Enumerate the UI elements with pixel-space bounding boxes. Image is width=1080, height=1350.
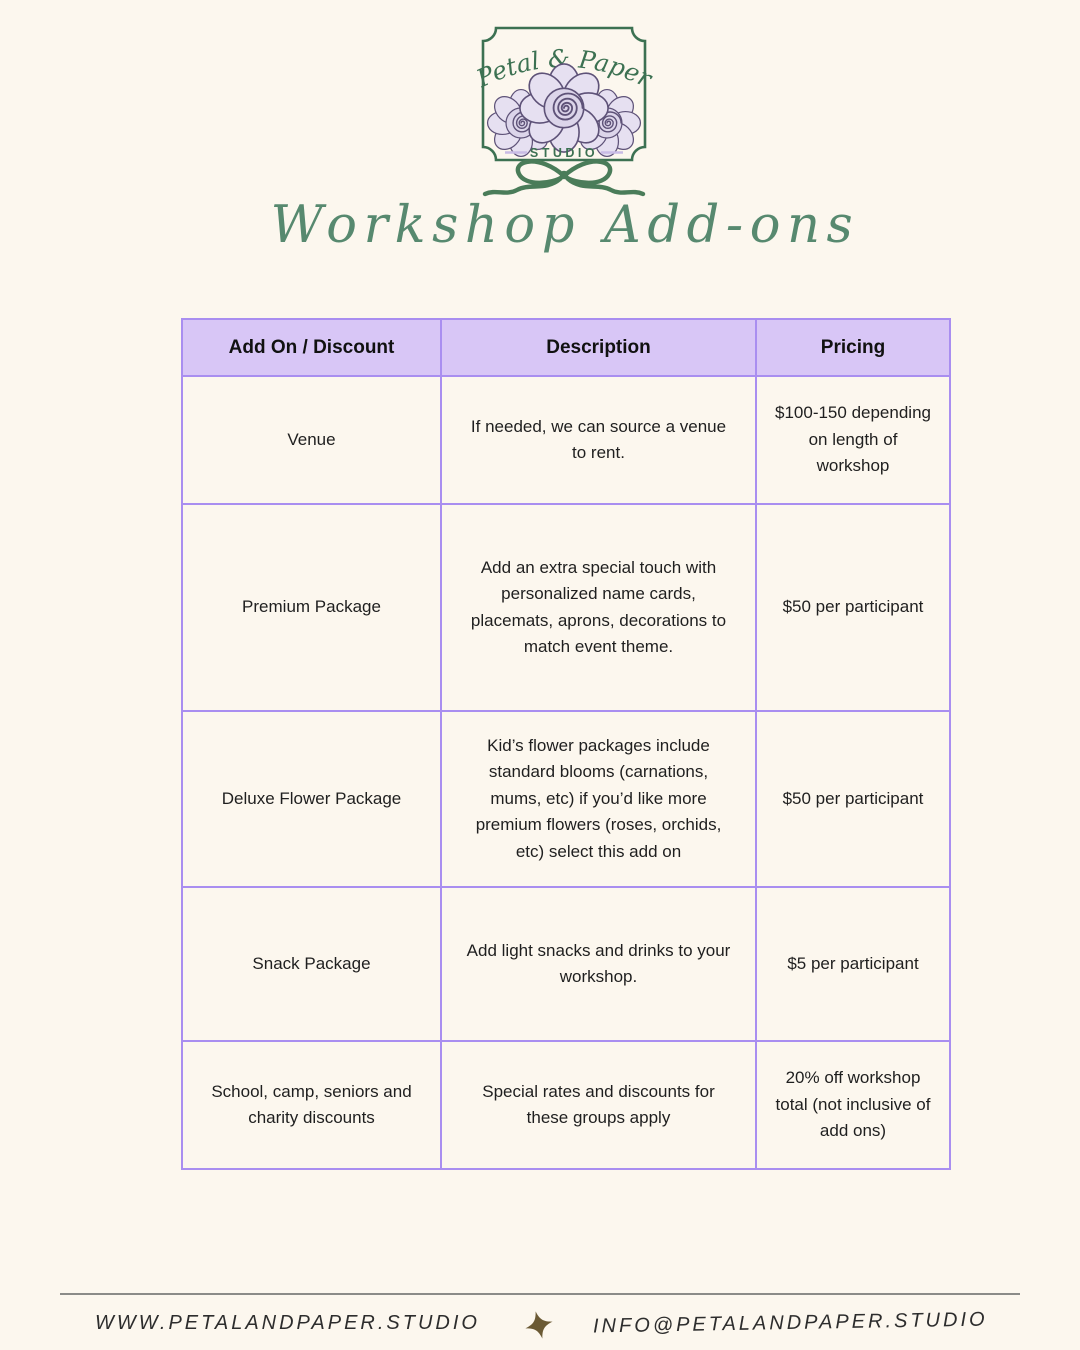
table-row: Deluxe Flower Package Kid’s flower packa…: [181, 710, 951, 888]
cell-description: Add light snacks and drinks to your work…: [440, 886, 757, 1042]
table-row: Snack Package Add light snacks and drink…: [181, 886, 951, 1042]
sparkle-icon: [525, 1311, 553, 1339]
studio-text: STUDIO: [530, 146, 598, 160]
header-cell-pricing: Pricing: [755, 318, 951, 377]
page-title: Workshop Add-ons: [270, 196, 860, 255]
ribbon-bow-icon: [482, 159, 646, 197]
cell-pricing: 20% off workshop total (not inclusive of…: [755, 1040, 951, 1170]
cell-description: Kid’s flower packages include standard b…: [440, 710, 757, 888]
footer-divider: [60, 1293, 1020, 1295]
petal-and-paper-logo: Petal & Paper STUDIO: [471, 26, 657, 197]
cell-description: Special rates and discounts for these gr…: [440, 1040, 757, 1170]
cell-addon: Snack Package: [181, 886, 442, 1042]
cell-addon: Deluxe Flower Package: [181, 710, 442, 888]
cell-pricing: $50 per participant: [755, 503, 951, 712]
cell-addon: Venue: [181, 375, 442, 505]
cell-pricing: $50 per participant: [755, 710, 951, 888]
cell-addon: Premium Package: [181, 503, 442, 712]
table-row: Venue If needed, we can source a venue t…: [181, 375, 951, 505]
studio-label: STUDIO: [505, 146, 623, 160]
website-text: WWW.PETALANDPAPER.STUDIO: [95, 1312, 480, 1334]
addons-table: Add On / Discount Description Pricing Ve…: [181, 318, 951, 1170]
table-header-row: Add On / Discount Description Pricing: [181, 318, 951, 377]
cell-description: Add an extra special touch with personal…: [440, 503, 757, 712]
cell-pricing: $5 per participant: [755, 886, 951, 1042]
header-cell-description: Description: [440, 318, 757, 377]
cell-addon: School, camp, seniors and charity discou…: [181, 1040, 442, 1170]
cell-pricing: $100-150 depending on length of workshop: [755, 375, 951, 505]
table-row: Premium Package Add an extra special tou…: [181, 503, 951, 712]
logo-frame: [481, 26, 647, 162]
cell-description: If needed, we can source a venue to rent…: [440, 375, 757, 505]
email-text: INFO@PETALANDPAPER.STUDIO: [593, 1308, 989, 1338]
header-cell-addon: Add On / Discount: [181, 318, 442, 377]
table-row: School, camp, seniors and charity discou…: [181, 1040, 951, 1170]
